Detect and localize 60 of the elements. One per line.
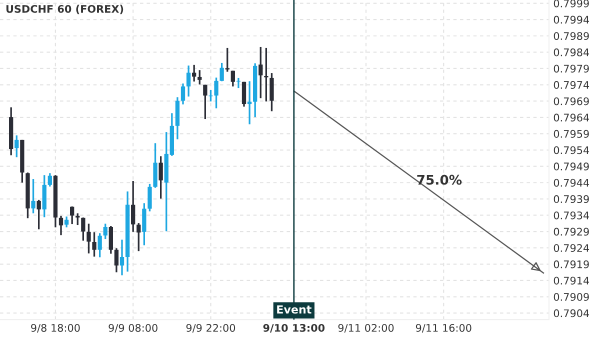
candlestick — [114, 247, 119, 274]
y-tick-label: 0.7944 — [554, 178, 590, 187]
y-tick-label: 0.7969 — [554, 97, 589, 106]
y-tick-label: 0.7904 — [554, 309, 590, 318]
y-tick-label: 0.7939 — [554, 195, 589, 204]
candlestick — [242, 81, 246, 108]
candlestick — [136, 222, 141, 252]
candlestick — [36, 199, 41, 230]
candlestick — [58, 215, 64, 236]
y-tick-label: 0.7929 — [554, 228, 589, 236]
y-tick-label: 0.7959 — [554, 130, 589, 138]
candlestick — [70, 206, 74, 225]
candlestick — [192, 64, 196, 82]
candlestick — [92, 231, 96, 258]
candlestick — [142, 202, 146, 246]
y-tick-label: 0.7909 — [554, 293, 589, 301]
y-tick-label: 0.7994 — [554, 16, 590, 24]
x-tick-label: 9/8 18:00 — [31, 324, 80, 333]
x-tick-label: 9/11 16:00 — [416, 324, 472, 333]
candlestick — [98, 232, 102, 258]
y-tick-label: 0.7979 — [554, 64, 589, 73]
ref-line-label: Event — [277, 305, 312, 314]
candlestick — [203, 84, 208, 120]
y-tick-label: 0.7949 — [554, 162, 589, 170]
candlestick — [120, 238, 124, 276]
candlestick — [108, 225, 113, 255]
candlestick — [180, 82, 186, 106]
y-tick-label: 0.7924 — [554, 244, 590, 252]
candlestick — [158, 155, 163, 200]
candlestick — [220, 62, 224, 82]
x-tick-label: 9/10 13:00 — [263, 324, 325, 333]
y-tick-label: 0.7964 — [554, 114, 590, 122]
x-tick-label: 9/9 08:00 — [108, 324, 158, 333]
y-tick-label: 0.7989 — [554, 32, 589, 40]
y-tick-label: 0.7984 — [554, 48, 590, 56]
candlestick — [148, 183, 152, 212]
candlestick — [225, 47, 230, 73]
candlestick — [270, 72, 274, 112]
y-tick-label: 0.7974 — [554, 81, 590, 89]
candlestick — [264, 47, 268, 102]
candlestick — [81, 216, 86, 242]
y-tick-label: 0.7934 — [554, 211, 590, 220]
candlestick — [186, 64, 191, 98]
candlestick — [131, 180, 136, 233]
x-tick-label: 9/11 02:00 — [338, 324, 394, 333]
x-tick-label: 9/9 22:00 — [186, 324, 236, 333]
candlestick — [48, 172, 52, 188]
y-tick-label: 0.7914 — [554, 276, 590, 285]
candlestick — [103, 222, 108, 240]
candlestick — [258, 46, 263, 99]
annotation: 75.0% — [417, 174, 462, 185]
candlestick — [230, 70, 235, 88]
candlestick — [86, 222, 91, 254]
chart-title: USDCHF 60 (FOREX) — [6, 4, 124, 14]
candlestick — [14, 134, 19, 158]
candlestick — [214, 76, 218, 110]
candlestick — [198, 69, 202, 86]
candlestick — [31, 178, 36, 214]
y-tick-label: 0.7919 — [554, 260, 589, 268]
y-tick-label: 0.7954 — [554, 146, 590, 154]
